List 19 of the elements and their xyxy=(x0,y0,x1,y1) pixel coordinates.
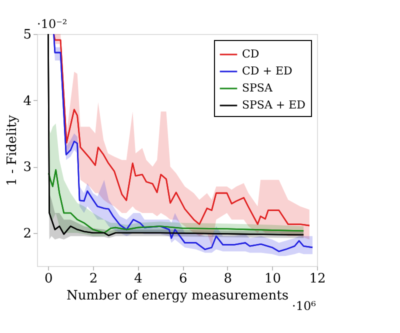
y-axis-title: 1 - Fidelity xyxy=(5,114,20,186)
y-tick-label: 4 xyxy=(23,94,32,109)
x-axis-title: Number of energy measurements xyxy=(66,288,288,304)
x-tick-label: 8 xyxy=(224,272,232,286)
x-tick-label: 6 xyxy=(178,272,188,286)
text: ·10⁶ xyxy=(292,299,316,313)
x-tick-label: 4 xyxy=(134,272,142,286)
x-tick-label: 12 xyxy=(309,272,326,286)
y-tick-label: 5 xyxy=(23,28,32,42)
legend-label: SPSA xyxy=(242,82,274,94)
legend-label: CD xyxy=(242,48,260,60)
legend-label: SPSA + ED xyxy=(242,98,306,112)
legend-label: CD + ED xyxy=(242,64,292,78)
x-tick-label: 2 xyxy=(89,272,98,286)
y-tick-label: 3 xyxy=(23,160,32,176)
text: ·10⁻² xyxy=(37,17,68,31)
y-tick-label: 2 xyxy=(23,226,32,242)
x-tick-label: 0 xyxy=(44,272,53,286)
x-tick-label: 10 xyxy=(264,272,281,286)
